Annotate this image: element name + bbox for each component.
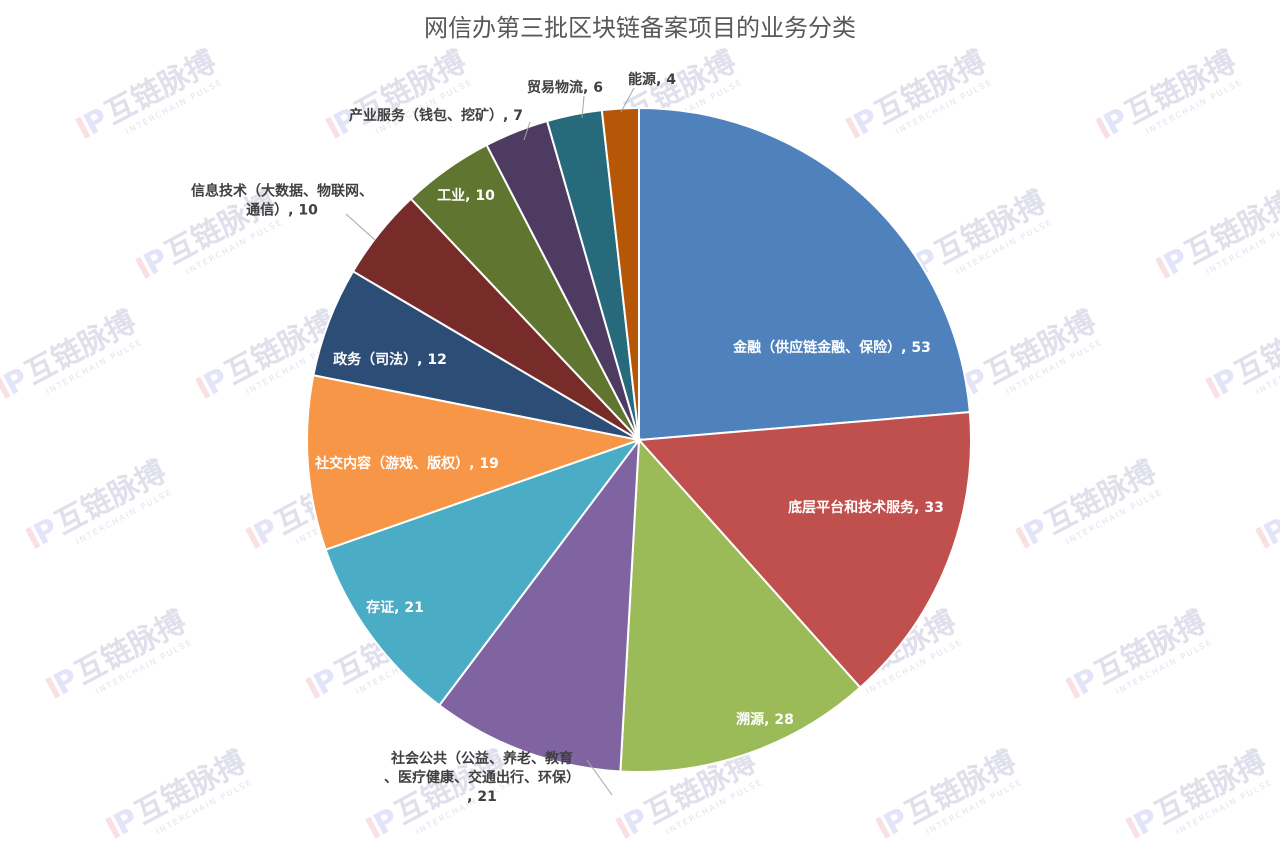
slice-label: 社交内容（游戏、版权）, 19 — [314, 455, 499, 472]
slice-label: 政务（司法）, 12 — [333, 351, 447, 368]
leader-line — [346, 214, 375, 240]
slice-label: 溯源, 28 — [736, 711, 794, 728]
slice-label: 产业服务（钱包、挖矿）, 7 — [349, 107, 523, 124]
pie-slice — [639, 108, 970, 440]
slice-label: 存证, 21 — [366, 599, 424, 616]
slice-label: 底层平台和技术服务, 33 — [788, 499, 944, 516]
slice-label: 工业, 10 — [437, 188, 495, 204]
slice-label: 贸易物流, 6 — [527, 79, 603, 96]
pie-chart: 金融（供应链金融、保险）, 53 底层平台和技术服务, 33 溯源, 28 社会公共（… — [0, 0, 1280, 834]
slice-label: 信息技术（大数据、物联网、通信）, 10 — [191, 183, 373, 219]
slice-label: 能源, 4 — [628, 71, 676, 88]
slice-label: 社会公共（公益、养老、教育、医疗健康、交通出行、环保）, 21 — [384, 750, 580, 805]
slice-label: 金融（供应链金融、保险）, 53 — [732, 339, 931, 356]
